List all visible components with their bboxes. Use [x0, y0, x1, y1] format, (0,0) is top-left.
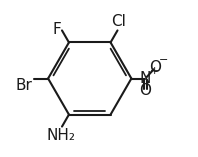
- Text: F: F: [52, 22, 61, 37]
- Text: −: −: [159, 55, 168, 65]
- Text: Cl: Cl: [111, 14, 126, 29]
- Text: O: O: [139, 83, 151, 97]
- Text: O: O: [149, 60, 161, 75]
- Text: NH₂: NH₂: [47, 128, 76, 143]
- Text: N: N: [140, 71, 151, 86]
- Text: Br: Br: [16, 78, 33, 94]
- Text: +: +: [150, 66, 160, 76]
